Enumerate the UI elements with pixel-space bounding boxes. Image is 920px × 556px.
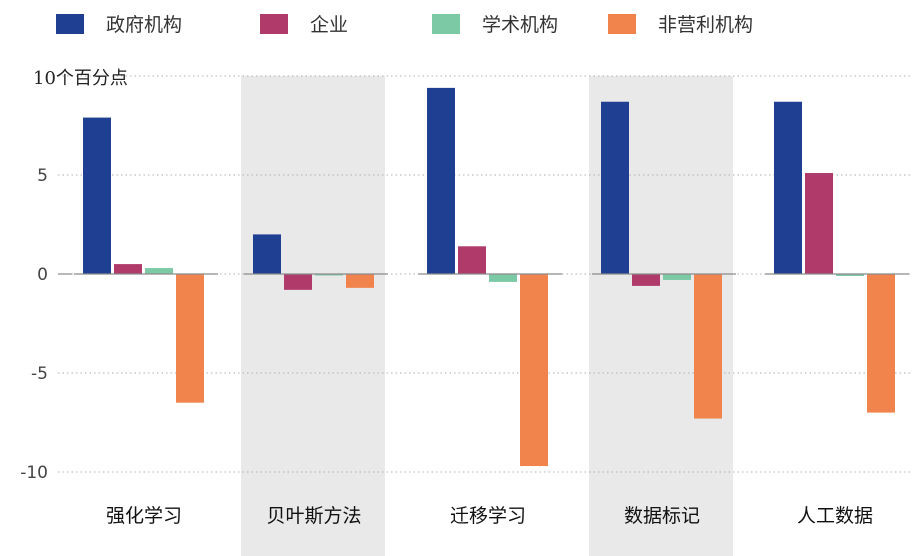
bar-3-1 bbox=[632, 274, 660, 286]
bar-4-3 bbox=[867, 274, 895, 413]
y-tick-label: -5 bbox=[31, 364, 48, 384]
bar-4-1 bbox=[805, 173, 833, 274]
category-label: 迁移学习 bbox=[450, 505, 526, 527]
legend-swatch-2 bbox=[432, 14, 460, 34]
bar-1-1 bbox=[284, 274, 312, 290]
category-labels: 强化学习 贝叶斯方法 迁移学习 数据标记 人工数据 bbox=[106, 505, 873, 527]
y-tick-label: -10 bbox=[20, 463, 48, 483]
bar-0-1 bbox=[114, 264, 142, 274]
bar-1-3 bbox=[346, 274, 374, 288]
bar-3-2 bbox=[663, 274, 691, 280]
y-tick-label: 0 bbox=[37, 265, 48, 285]
group-shading-layer bbox=[241, 76, 733, 556]
y-tick-label: 5 bbox=[37, 166, 48, 186]
bar-2-0 bbox=[427, 87, 455, 274]
bar-3-3 bbox=[694, 274, 722, 419]
bar-2-3 bbox=[520, 274, 548, 467]
bar-0-3 bbox=[176, 274, 204, 403]
group-shading-1 bbox=[241, 76, 385, 556]
legend-swatch-3 bbox=[608, 14, 636, 34]
bar-4-0 bbox=[774, 101, 802, 275]
legend-swatch-1 bbox=[260, 14, 288, 34]
bar-2-2 bbox=[489, 274, 517, 282]
bars-layer bbox=[83, 87, 895, 467]
category-label: 强化学习 bbox=[106, 505, 182, 527]
category-label: 贝叶斯方法 bbox=[266, 505, 361, 527]
bar-3-0 bbox=[601, 101, 629, 275]
legend-label-1: 企业 bbox=[310, 14, 348, 36]
bar-1-2 bbox=[315, 274, 343, 276]
category-label: 数据标记 bbox=[624, 505, 700, 527]
legend: 政府机构 企业 学术机构 非营利机构 bbox=[56, 14, 753, 36]
legend-label-3: 非营利机构 bbox=[658, 14, 753, 36]
bar-4-2 bbox=[836, 274, 864, 276]
bar-1-0 bbox=[253, 234, 281, 274]
bar-0-2 bbox=[145, 268, 173, 274]
legend-label-0: 政府机构 bbox=[106, 14, 182, 36]
category-label: 人工数据 bbox=[797, 505, 873, 527]
legend-swatch-0 bbox=[56, 14, 84, 34]
bar-0-0 bbox=[83, 117, 111, 274]
y-tick-labels: 5 0 -5 -10 bbox=[20, 166, 48, 483]
y-unit-label: 10个百分点 bbox=[33, 68, 128, 89]
bar-2-1 bbox=[458, 246, 486, 274]
legend-label-2: 学术机构 bbox=[482, 14, 558, 36]
